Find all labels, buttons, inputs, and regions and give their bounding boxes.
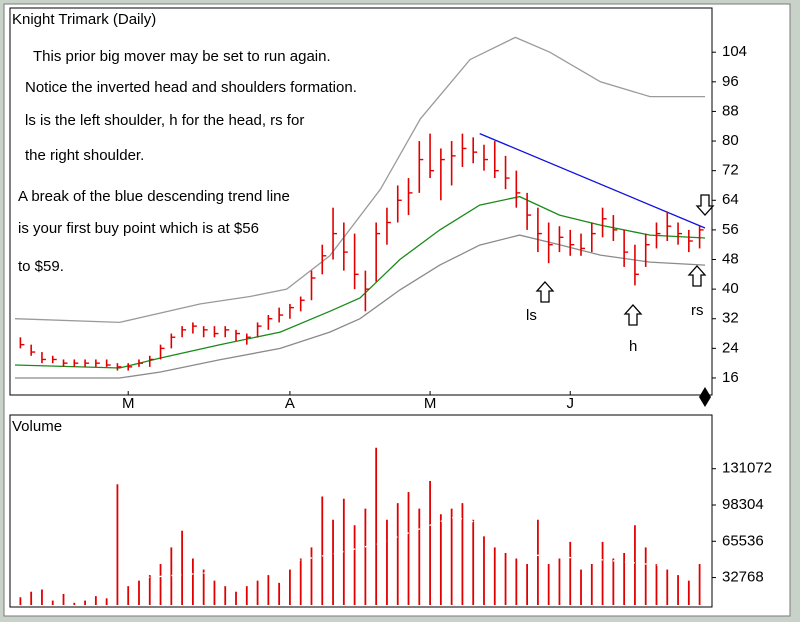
line-series [14, 195, 706, 369]
marker-label: rs [691, 302, 704, 319]
volume-panel [9, 414, 713, 608]
y-tick-label: 96 [722, 73, 739, 90]
y-tick-label: 131072 [722, 460, 772, 477]
annotation: This prior big mover may be set to run a… [33, 48, 331, 65]
up-arrow [623, 304, 643, 326]
arrows [535, 194, 715, 326]
x-tick-label: M [122, 395, 135, 412]
y-tick-label: 64 [722, 191, 739, 208]
end-marker [699, 387, 711, 407]
x-tick-label: A [285, 395, 295, 412]
marker-label: h [629, 338, 637, 355]
annotation: is your first buy point which is at $56 [18, 220, 259, 237]
y-tick-label: 104 [722, 43, 747, 60]
y-tick-label: 40 [722, 280, 739, 297]
line-series [14, 36, 705, 324]
y-tick-label: 98304 [722, 496, 764, 513]
marker-label: ls [526, 307, 537, 324]
y-tick-label: 80 [722, 132, 739, 149]
up-arrow [535, 281, 555, 303]
down-arrow [695, 194, 715, 216]
x-tick-label: J [566, 395, 574, 412]
y-tick-label: 65536 [722, 532, 764, 549]
price-panel [9, 7, 713, 396]
y-tick-label: 48 [722, 250, 739, 267]
line-series [15, 234, 706, 379]
line-series [119, 516, 706, 581]
y-tick-label: 88 [722, 102, 739, 119]
annotation: to $59. [18, 258, 64, 275]
annotation: the right shoulder. [25, 147, 144, 164]
y-tick-label: 72 [722, 162, 739, 179]
y-tick-label: 16 [722, 369, 739, 386]
up-arrow [687, 265, 707, 287]
volume-title: Volume [12, 418, 62, 435]
plot-area [14, 36, 716, 605]
y-tick-label: 32 [722, 310, 739, 327]
y-tick-label: 32768 [722, 569, 764, 586]
y-tick-label: 24 [722, 339, 739, 356]
annotation: ls is the left shoulder, h for the head,… [25, 112, 304, 129]
x-tick-label: M [424, 395, 437, 412]
annotation: Notice the inverted head and shoulders f… [25, 79, 357, 96]
chart-title: Knight Trimark (Daily) [12, 11, 156, 28]
annotation: A break of the blue descending trend lin… [18, 188, 290, 205]
y-tick-label: 56 [722, 221, 739, 238]
